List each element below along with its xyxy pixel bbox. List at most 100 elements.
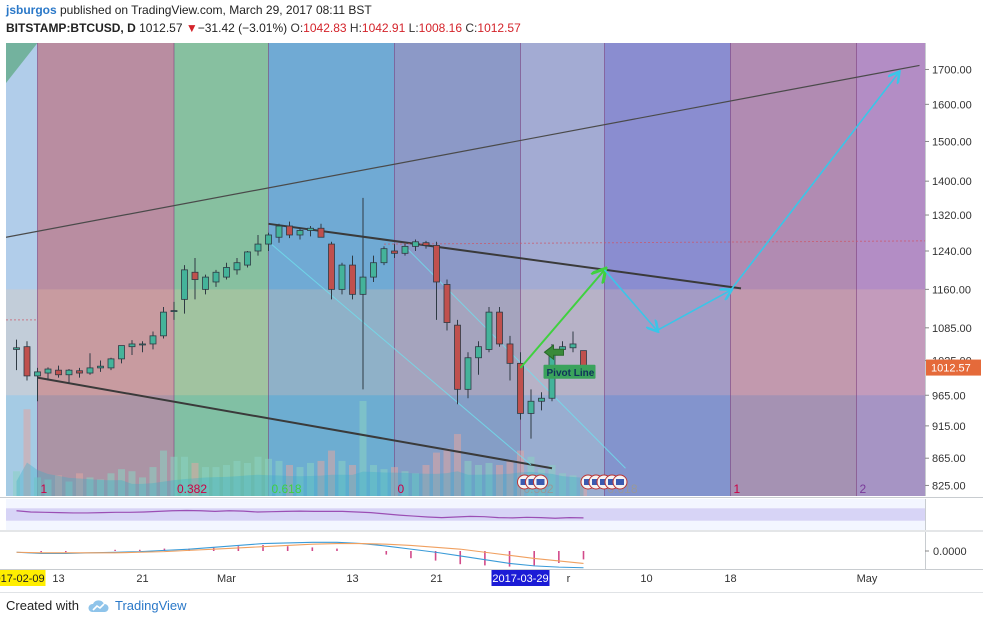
candle: [286, 225, 293, 236]
fib-zone-label: 1: [734, 482, 741, 496]
symbol-header: BITSTAMP:BTCUSD, D 1012.57 ▼−31.42 (−3.0…: [6, 21, 521, 35]
fib-zone-band: [6, 43, 38, 496]
rsi-line: [16, 509, 584, 519]
tradingview-link[interactable]: TradingView: [114, 598, 187, 613]
volume-bar: [317, 460, 325, 496]
candle: [76, 370, 83, 374]
date-tick-label: 13: [52, 573, 64, 585]
candle: [23, 346, 31, 377]
fib-zone-band: [174, 43, 269, 496]
rsi-axis: [925, 499, 983, 530]
volume-bar: [223, 465, 230, 496]
volume-bar: [380, 469, 388, 496]
price-change: −31.42 (−3.01%): [197, 21, 288, 35]
fib-zone-band: [856, 43, 925, 496]
volume-bar: [13, 471, 20, 496]
volume-bar: [254, 456, 262, 496]
volume-bar: [23, 409, 31, 496]
change-down-icon: ▼: [185, 21, 198, 35]
candle: [328, 243, 335, 290]
us-flag-icon: [584, 479, 592, 485]
volume-bar: [128, 471, 136, 496]
candle: [506, 343, 514, 364]
volume-ma: [16, 462, 584, 496]
volume-bar: [391, 467, 398, 496]
macd-tick-label: 0.0000: [933, 546, 967, 558]
forecast-arrow: [656, 290, 731, 332]
volume-bar: [422, 465, 430, 496]
price-tick-label: 865.00: [932, 453, 966, 465]
pivot-line-label: Pivot Line: [547, 368, 595, 379]
candle: [475, 346, 482, 359]
candle: [202, 276, 209, 290]
volume-bar: [149, 467, 157, 496]
volume-bar: [97, 479, 104, 496]
volume-bar: [118, 469, 125, 496]
pivot-label-box: [543, 364, 596, 379]
candle: [212, 271, 220, 283]
candle: [149, 335, 157, 345]
us-flag-icon: [536, 479, 545, 485]
price-tick-label: 915.00: [932, 421, 966, 433]
guide-line: [268, 241, 532, 466]
candle: [317, 227, 325, 238]
candle: [275, 225, 283, 238]
volume-bar: [506, 460, 514, 496]
candle: [433, 245, 440, 283]
fib-zone-label: 0.618: [272, 482, 302, 496]
candle: [527, 400, 535, 414]
candle: [422, 242, 430, 246]
volume-bar: [412, 473, 419, 496]
last-price-label: 1012.57: [931, 363, 971, 375]
volume-bar: [475, 465, 482, 496]
candle: [443, 284, 451, 323]
candle: [191, 271, 199, 280]
macd-pane: [6, 532, 925, 569]
candle: [307, 227, 314, 231]
candle: [160, 311, 167, 337]
forecast-arrow: [729, 73, 899, 291]
us-flag-icon: [616, 479, 624, 485]
candle: [380, 248, 388, 264]
candle: [128, 343, 136, 348]
date-tick-label: Mar: [217, 573, 236, 585]
price-tick-label: 965.00: [932, 390, 966, 402]
candle: [118, 345, 125, 360]
volume-bar: [202, 467, 209, 496]
volume-bar: [307, 462, 314, 496]
fib-zone-band: [394, 43, 521, 496]
candle: [170, 310, 178, 312]
candle: [223, 267, 230, 278]
publish-header: jsburgos published on TradingView.com, M…: [6, 3, 372, 17]
author-link[interactable]: jsburgos: [6, 3, 57, 17]
date-tick-label: 21: [430, 573, 442, 585]
price-tick-label: 1160.00: [932, 284, 971, 296]
publish-info: published on TradingView.com, March 29, …: [56, 3, 372, 17]
date-tick-label: May: [857, 573, 878, 585]
volume-bar: [286, 465, 293, 496]
candle: [13, 347, 20, 350]
volume-bar: [34, 477, 41, 496]
candle: [485, 311, 493, 350]
date-tick-label: 2017-02-09: [0, 573, 45, 585]
candle: [496, 311, 503, 345]
pivot-forecast-arrow: [519, 270, 605, 369]
date-tick-label: 10: [640, 573, 652, 585]
fib-zone-label: 0: [398, 482, 405, 496]
volume-bar: [107, 473, 115, 496]
volume-bar: [265, 458, 272, 496]
range-start-tag: [0, 570, 46, 586]
candle: [412, 241, 419, 247]
volume-bar: [559, 473, 566, 496]
candle: [233, 262, 241, 271]
volume-bar: [328, 450, 335, 496]
volume-bar: [181, 456, 188, 496]
volume-bar: [44, 479, 52, 496]
volume-bar: [464, 460, 472, 496]
close-value: 1012.57: [477, 21, 521, 35]
volume-bar: [443, 448, 451, 496]
symbol-name[interactable]: BITSTAMP:BTCUSD, D: [6, 21, 136, 35]
candle: [244, 251, 251, 266]
date-tick-label: 2017-03-29: [492, 573, 548, 585]
